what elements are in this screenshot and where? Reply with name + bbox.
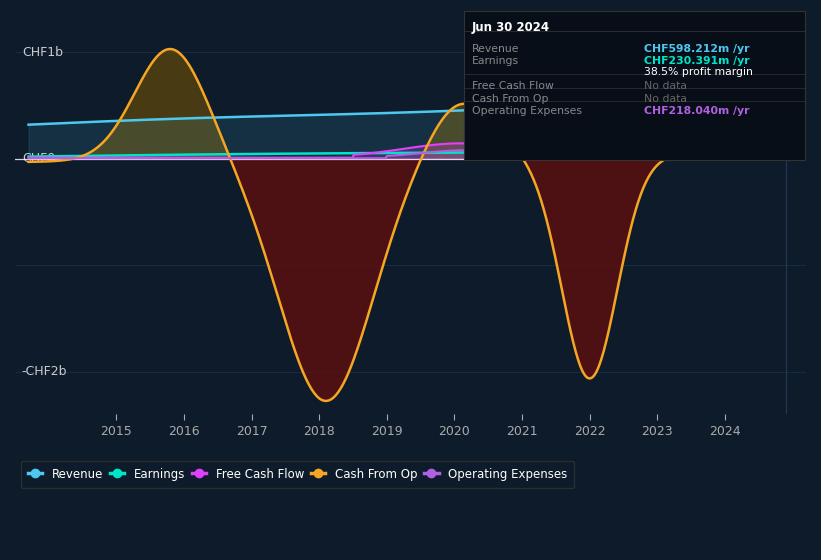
Legend: Revenue, Earnings, Free Cash Flow, Cash From Op, Operating Expenses: Revenue, Earnings, Free Cash Flow, Cash … <box>21 461 575 488</box>
Text: 38.5% profit margin: 38.5% profit margin <box>644 67 754 77</box>
Text: No data: No data <box>644 94 687 104</box>
Text: Cash From Op: Cash From Op <box>472 94 548 104</box>
Text: No data: No data <box>644 81 687 91</box>
Text: CHF598.212m /yr: CHF598.212m /yr <box>644 44 750 54</box>
Text: Earnings: Earnings <box>472 56 519 66</box>
Text: Jun 30 2024: Jun 30 2024 <box>472 21 550 34</box>
Text: Free Cash Flow: Free Cash Flow <box>472 81 554 91</box>
Text: Operating Expenses: Operating Expenses <box>472 106 582 116</box>
Text: CHF0: CHF0 <box>22 152 55 165</box>
Text: CHF230.391m /yr: CHF230.391m /yr <box>644 56 750 66</box>
Text: -CHF2b: -CHF2b <box>22 365 67 378</box>
Text: CHF218.040m /yr: CHF218.040m /yr <box>644 106 750 116</box>
Text: CHF1b: CHF1b <box>22 46 62 59</box>
Text: Revenue: Revenue <box>472 44 520 54</box>
